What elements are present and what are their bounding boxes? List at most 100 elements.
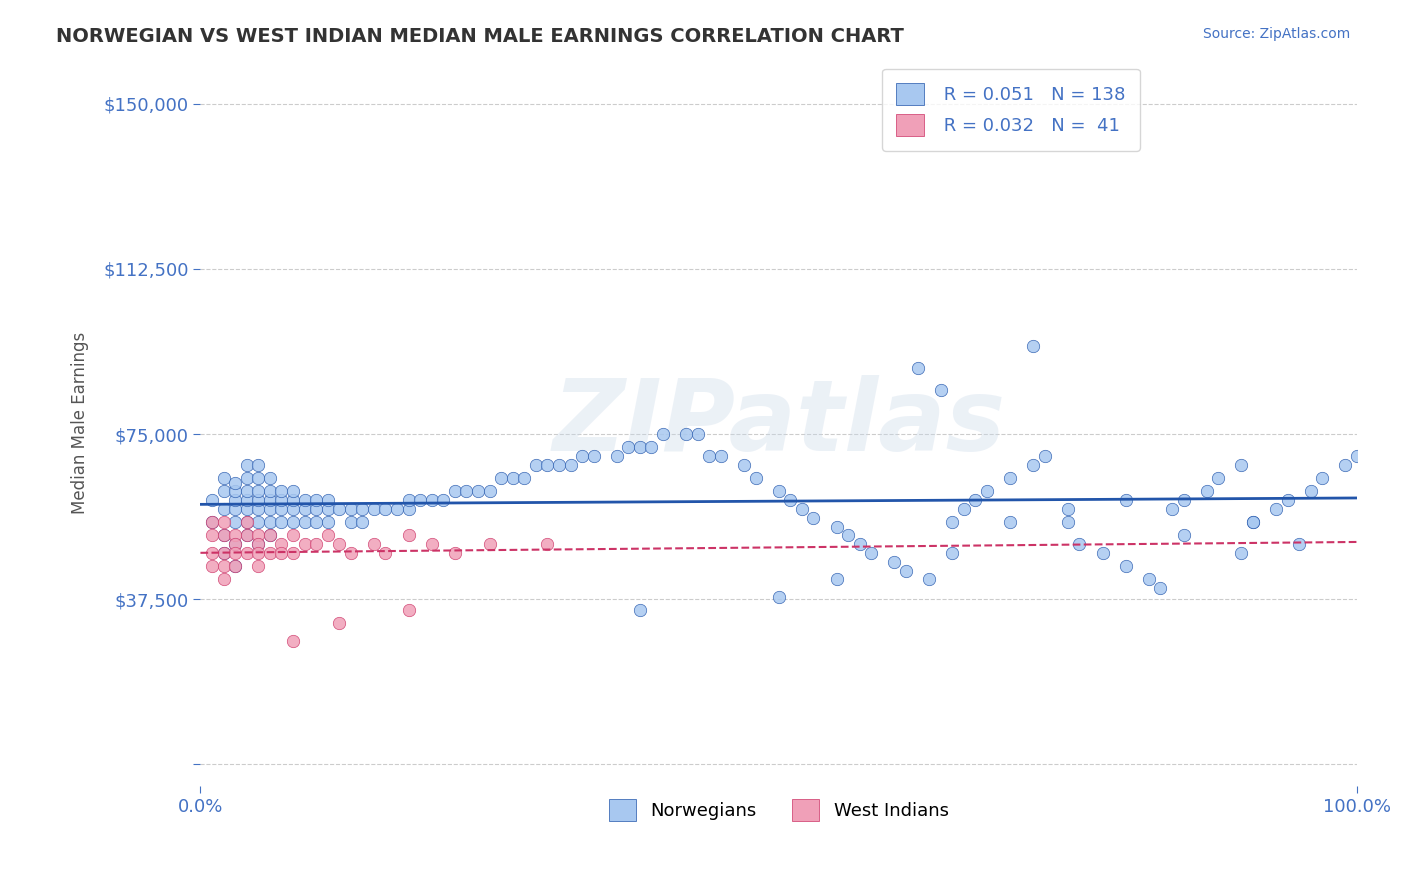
Point xyxy=(328,502,350,516)
Point xyxy=(259,528,281,542)
Point xyxy=(489,471,512,485)
Point xyxy=(281,528,304,542)
Point xyxy=(235,515,257,529)
Point xyxy=(281,493,304,508)
Point xyxy=(212,471,235,485)
Point xyxy=(316,493,339,508)
Point xyxy=(513,471,536,485)
Point xyxy=(235,458,257,472)
Point xyxy=(398,493,420,508)
Point xyxy=(1265,502,1288,516)
Point xyxy=(212,502,235,516)
Point xyxy=(201,559,224,574)
Point xyxy=(270,493,292,508)
Point xyxy=(247,537,270,551)
Point xyxy=(1173,528,1195,542)
Text: NORWEGIAN VS WEST INDIAN MEDIAN MALE EARNINGS CORRELATION CHART: NORWEGIAN VS WEST INDIAN MEDIAN MALE EAR… xyxy=(56,27,904,45)
Point xyxy=(998,471,1021,485)
Point xyxy=(1230,546,1253,560)
Point xyxy=(281,634,304,648)
Point xyxy=(281,515,304,529)
Point xyxy=(1206,471,1229,485)
Point xyxy=(409,493,432,508)
Point xyxy=(536,537,558,551)
Point xyxy=(628,603,651,617)
Point xyxy=(744,471,766,485)
Point xyxy=(444,546,467,560)
Point xyxy=(467,484,489,499)
Point xyxy=(294,502,316,516)
Point xyxy=(259,484,281,499)
Point xyxy=(247,559,270,574)
Text: Source: ZipAtlas.com: Source: ZipAtlas.com xyxy=(1202,27,1350,41)
Point xyxy=(259,528,281,542)
Point xyxy=(212,559,235,574)
Point xyxy=(848,537,870,551)
Point xyxy=(524,458,547,472)
Point xyxy=(352,515,374,529)
Point xyxy=(825,519,848,533)
Point xyxy=(212,546,235,560)
Point xyxy=(224,475,246,490)
Point xyxy=(247,484,270,499)
Point xyxy=(1346,449,1368,463)
Point xyxy=(201,528,224,542)
Point xyxy=(294,493,316,508)
Point xyxy=(294,537,316,551)
Point xyxy=(247,502,270,516)
Point xyxy=(502,471,524,485)
Point xyxy=(224,559,246,574)
Point xyxy=(536,458,558,472)
Point xyxy=(965,493,987,508)
Point xyxy=(1195,484,1218,499)
Point xyxy=(247,458,270,472)
Point xyxy=(1299,484,1322,499)
Point xyxy=(374,546,396,560)
Point xyxy=(305,493,328,508)
Point xyxy=(1310,471,1333,485)
Point xyxy=(1149,581,1171,595)
Point xyxy=(941,515,963,529)
Point xyxy=(1277,493,1299,508)
Point xyxy=(224,537,246,551)
Point xyxy=(281,546,304,560)
Point xyxy=(941,546,963,560)
Point xyxy=(339,502,361,516)
Point xyxy=(281,502,304,516)
Point xyxy=(582,449,605,463)
Point xyxy=(259,546,281,560)
Point xyxy=(235,484,257,499)
Point xyxy=(1057,502,1080,516)
Point xyxy=(259,515,281,529)
Point xyxy=(259,471,281,485)
Point xyxy=(1022,339,1045,353)
Point xyxy=(247,493,270,508)
Point xyxy=(305,537,328,551)
Point xyxy=(398,502,420,516)
Point xyxy=(1137,573,1160,587)
Point xyxy=(374,502,396,516)
Point xyxy=(1091,546,1114,560)
Point xyxy=(825,573,848,587)
Point xyxy=(270,484,292,499)
Point xyxy=(270,537,292,551)
Point xyxy=(201,515,224,529)
Point xyxy=(363,502,385,516)
Point xyxy=(316,528,339,542)
Point xyxy=(998,515,1021,529)
Point xyxy=(733,458,755,472)
Point xyxy=(224,559,246,574)
Point xyxy=(907,361,929,376)
Point xyxy=(675,427,697,442)
Point xyxy=(224,502,246,516)
Point xyxy=(316,515,339,529)
Point xyxy=(212,515,235,529)
Point xyxy=(339,546,361,560)
Point xyxy=(420,537,443,551)
Point xyxy=(1115,493,1137,508)
Point xyxy=(235,546,257,560)
Point xyxy=(247,537,270,551)
Point xyxy=(478,484,501,499)
Point xyxy=(1115,559,1137,574)
Point xyxy=(247,471,270,485)
